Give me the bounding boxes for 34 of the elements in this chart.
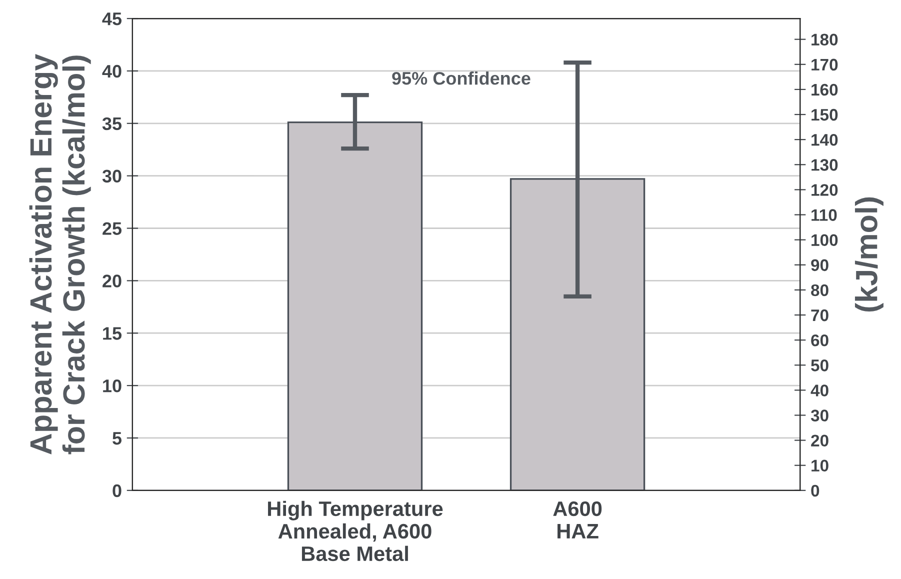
y-tick-label: 20 — [102, 274, 122, 288]
y-tick-label: 40 — [102, 64, 122, 78]
y2-tick-label: 40 — [810, 384, 828, 396]
y-tick-label: 5 — [112, 432, 122, 445]
y2-tick-label: 100 — [812, 234, 838, 246]
y-tick-label: 45 — [102, 12, 122, 26]
y2-tick-label: 140 — [812, 134, 838, 146]
y-tick-label: 25 — [102, 222, 122, 235]
x-tick-label: A600 HAZ — [553, 501, 602, 538]
y2-tick-label: 80 — [811, 284, 828, 296]
y-tick-label: 0 — [112, 484, 122, 498]
y2-tick-label: 120 — [812, 184, 838, 196]
y2-tick-label: 70 — [811, 309, 828, 322]
y2-axis-title: (kJ/mol) — [854, 197, 884, 312]
y-tick-label: 10 — [103, 379, 122, 392]
y2-tick-label: 0 — [811, 484, 820, 497]
y2-tick-label: 10 — [812, 460, 828, 472]
y2-tick-label: 160 — [812, 84, 838, 96]
y2-tick-label: 110 — [812, 209, 837, 221]
y2-tick-label: 180 — [812, 34, 838, 46]
y2-tick-label: 130 — [812, 159, 838, 171]
y2-tick-label: 150 — [812, 108, 838, 121]
annotation: 95% Confidence — [392, 72, 530, 85]
x-tick-label: High Temperature Annealed, A600 Base Metal — [268, 500, 443, 562]
y2-tick-label: 20 — [811, 434, 828, 446]
y2-tick-label: 50 — [811, 360, 828, 372]
y-tick-label: 15 — [103, 327, 122, 340]
y2-tick-label: 170 — [812, 58, 838, 71]
y-tick-label: 35 — [102, 117, 122, 130]
y-axis-title: Apparent Activation Energy for Crack Growth (kcal/mol) — [29, 54, 91, 454]
y2-tick-label: 60 — [811, 334, 828, 346]
y-tick-label: 30 — [102, 170, 122, 183]
y2-tick-label: 90 — [811, 259, 828, 272]
y2-tick-label: 30 — [810, 410, 828, 422]
